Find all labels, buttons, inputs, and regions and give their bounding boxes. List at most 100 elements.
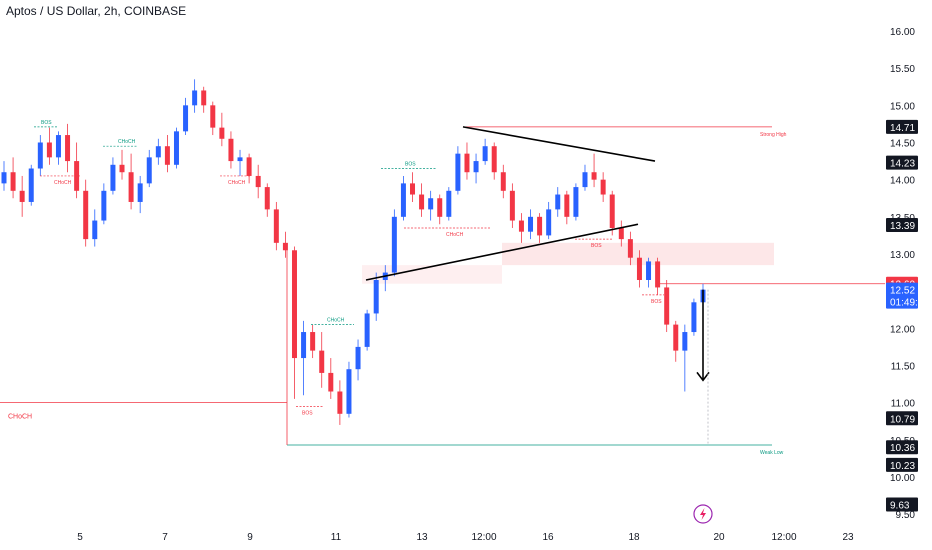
candle-body bbox=[528, 216, 534, 232]
candle-body bbox=[346, 369, 352, 414]
candle-body bbox=[646, 261, 652, 281]
price-badge bbox=[886, 497, 918, 512]
price-badge-label: 13.39 bbox=[890, 221, 915, 232]
candle-body bbox=[491, 146, 497, 173]
structure-label: CHoCH bbox=[327, 318, 345, 324]
level-label: Weak Low bbox=[760, 450, 784, 456]
price-badge bbox=[886, 119, 918, 134]
zone-left bbox=[362, 265, 502, 284]
candle-body bbox=[301, 332, 307, 359]
level-lines: Strong High Weak Low CHoCH bbox=[0, 126, 885, 456]
candle-body bbox=[210, 105, 216, 128]
y-tick-label: 13.00 bbox=[890, 250, 915, 261]
structure-label: CHoCH bbox=[228, 180, 246, 186]
candle-body bbox=[373, 280, 379, 314]
price-badge bbox=[886, 440, 918, 455]
drawings: BOS CHoCH CHoCH CHoCH BOS CHoCH BOS CHoCH BOS BOS bbox=[34, 120, 710, 444]
candle-body bbox=[437, 198, 443, 217]
zones bbox=[362, 242, 774, 284]
price-badge-label: 9.63 bbox=[890, 500, 910, 511]
candle-body bbox=[355, 346, 361, 370]
price-badge-label: 14.71 bbox=[890, 123, 915, 134]
candle-body bbox=[282, 242, 288, 251]
y-tick-label: 10.00 bbox=[890, 473, 915, 484]
price-badge bbox=[886, 155, 918, 170]
candle-body bbox=[482, 146, 488, 162]
x-tick-label: 16 bbox=[542, 532, 554, 543]
structure-label: BOS bbox=[651, 299, 662, 305]
candle-body bbox=[110, 164, 116, 191]
candle-body bbox=[636, 257, 642, 281]
arrow-head bbox=[696, 371, 710, 382]
candle-body bbox=[518, 220, 524, 232]
candle-body bbox=[627, 239, 633, 258]
candle-body bbox=[337, 391, 343, 414]
y-tick-label: 9.50 bbox=[896, 510, 916, 521]
price-badges: 14.7114.2313.3912.6012.5201:49:1610.7910… bbox=[886, 119, 929, 512]
candle-body bbox=[237, 157, 243, 162]
x-tick-label: 7 bbox=[162, 532, 168, 543]
candle-body bbox=[46, 142, 52, 158]
candle-body bbox=[328, 372, 334, 392]
structure-label: CHoCH bbox=[118, 139, 136, 145]
x-axis: 5 7 9 11 13 12:00 16 18 20 12:00 23 bbox=[77, 532, 854, 543]
candle-body bbox=[173, 131, 179, 165]
structure-label: BOS bbox=[405, 162, 416, 168]
structure-label: CHoCH bbox=[446, 232, 464, 238]
candle-body bbox=[473, 161, 479, 173]
price-badge bbox=[886, 457, 918, 472]
candle-body bbox=[428, 198, 434, 210]
structure-label: BOS bbox=[302, 410, 313, 416]
candle-body bbox=[83, 190, 89, 240]
candle-body bbox=[618, 227, 624, 240]
candle-body bbox=[137, 183, 143, 202]
candle-body bbox=[391, 216, 397, 273]
x-tick-label: 12:00 bbox=[471, 532, 496, 543]
x-tick-label: 18 bbox=[628, 532, 640, 543]
y-tick-label: 11.00 bbox=[891, 399, 916, 410]
lightning-icon[interactable] bbox=[693, 504, 713, 524]
candle-body bbox=[410, 183, 416, 195]
candle-body bbox=[455, 153, 461, 191]
supply-zone bbox=[502, 242, 774, 266]
candle-body bbox=[246, 157, 252, 176]
candle-body bbox=[655, 261, 661, 288]
candle-body bbox=[546, 209, 552, 236]
candle-body bbox=[264, 187, 270, 210]
candle-body bbox=[446, 190, 452, 217]
candle-body bbox=[419, 194, 425, 210]
candle-body bbox=[164, 146, 170, 165]
x-tick-label: 23 bbox=[842, 532, 854, 543]
candle-body bbox=[255, 175, 261, 188]
x-tick-label: 20 bbox=[713, 532, 725, 543]
candle-body bbox=[673, 324, 679, 351]
candle-body bbox=[273, 209, 279, 243]
candle-body bbox=[228, 138, 234, 162]
candle-body bbox=[55, 135, 61, 158]
y-tick-label: 14.00 bbox=[890, 176, 915, 187]
candle-body bbox=[509, 190, 515, 221]
candle-body bbox=[555, 194, 561, 210]
candle-body bbox=[119, 164, 125, 173]
y-tick-label: 15.00 bbox=[890, 101, 915, 112]
candle-body bbox=[155, 146, 161, 158]
candle-body bbox=[1, 172, 7, 184]
x-tick-label: 5 bbox=[77, 532, 83, 543]
candle-body bbox=[291, 250, 297, 359]
price-badge bbox=[886, 282, 918, 309]
x-tick-label: 11 bbox=[331, 532, 342, 543]
candle-body bbox=[219, 127, 225, 139]
x-tick-label: 9 bbox=[247, 532, 253, 543]
y-tick-label: 16.00 bbox=[890, 27, 915, 38]
level-label: CHoCH bbox=[8, 414, 32, 421]
candle-body bbox=[146, 157, 152, 184]
countdown-label: 01:49:16 bbox=[890, 298, 929, 309]
candle-body bbox=[10, 172, 16, 191]
candle-body bbox=[400, 183, 406, 217]
candle-body bbox=[28, 168, 34, 202]
candle-body bbox=[609, 194, 615, 228]
y-tick-label: 15.50 bbox=[890, 64, 915, 75]
candle-body bbox=[319, 350, 325, 373]
candle-body bbox=[19, 190, 25, 202]
